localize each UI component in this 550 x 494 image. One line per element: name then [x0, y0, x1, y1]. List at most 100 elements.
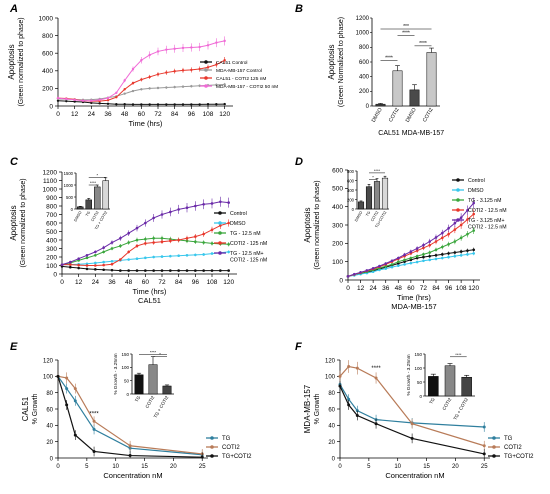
- x-axis-title: Concentration nM: [103, 471, 162, 480]
- data-point: [128, 444, 132, 448]
- data-point: [453, 221, 457, 225]
- chart-panel-d: 0 100 200 300 400 500 600 0 12 24 36 48 60 72 84 96 108 1…: [303, 167, 507, 311]
- y-tick-label: 100: [414, 366, 422, 371]
- data-point: [69, 263, 72, 266]
- data-point: [403, 263, 406, 266]
- data-point: [378, 264, 381, 268]
- data-point: [127, 269, 130, 272]
- data-point: [215, 41, 218, 44]
- data-point: [409, 250, 413, 253]
- y-tick-label: 200: [42, 86, 53, 93]
- x-tick-label: 108: [203, 111, 214, 118]
- x-axis-title: Time (hrs): [129, 119, 163, 128]
- category-label: TG: [428, 397, 436, 405]
- significance-label: *: [372, 175, 374, 180]
- legend-marker: [204, 84, 208, 88]
- data-point: [56, 96, 60, 100]
- y-tick-label: 50: [124, 378, 130, 383]
- data-point: [440, 256, 444, 260]
- data-point: [227, 269, 230, 272]
- y-tick-label: 1200: [43, 169, 58, 176]
- x-tick-label: 0: [346, 285, 350, 292]
- data-point: [56, 374, 60, 378]
- data-point: [185, 269, 189, 272]
- data-point: [148, 53, 151, 57]
- y-tick-label: 900: [46, 195, 57, 202]
- data-point: [374, 376, 378, 380]
- y-axis-title: CAL51: [21, 396, 30, 421]
- data-point: [92, 419, 96, 423]
- y-tick-label: 20: [46, 440, 53, 446]
- data-point: [123, 79, 126, 82]
- data-point: [152, 255, 155, 259]
- data-point: [347, 365, 351, 369]
- data-point: [447, 232, 450, 236]
- data-point: [403, 260, 406, 263]
- data-point: [453, 228, 457, 231]
- x-tick-label: 24: [370, 285, 378, 292]
- data-point: [135, 238, 139, 242]
- x-tick-label: 0: [56, 111, 60, 118]
- y-tick-label: 200: [347, 197, 355, 202]
- data-point: [440, 231, 444, 235]
- data-point: [94, 261, 97, 265]
- bar: [357, 201, 365, 210]
- y-tick-label: 60: [328, 407, 335, 413]
- data-point: [223, 83, 226, 86]
- legend-marker: [492, 454, 496, 458]
- y-tick-label: 0: [50, 456, 54, 462]
- group-label: CAL51: [378, 130, 400, 137]
- data-point: [85, 267, 89, 271]
- legend-label: TG - 3.125 nM+: [468, 218, 504, 224]
- data-point: [409, 261, 413, 265]
- data-point: [181, 85, 185, 88]
- legend-marker: [210, 445, 214, 449]
- x-tick-label: 12: [75, 279, 83, 286]
- data-point: [127, 231, 130, 235]
- y-axis-title: % Growth - 3.25nm: [113, 353, 119, 394]
- data-point: [123, 88, 126, 91]
- x-tick-label: 24: [92, 279, 100, 286]
- y-axis-title: Apoptosis: [303, 207, 312, 242]
- data-point: [409, 258, 413, 262]
- data-point: [190, 46, 193, 49]
- data-point: [202, 269, 205, 272]
- data-point: [227, 242, 230, 246]
- data-point: [415, 256, 419, 260]
- data-point: [110, 262, 114, 266]
- significance-label: ****: [90, 180, 97, 185]
- data-point: [466, 209, 469, 212]
- y-tick-label: 1200: [356, 16, 370, 22]
- legend-marker: [218, 241, 222, 245]
- data-point: [390, 263, 394, 266]
- data-point: [85, 264, 89, 267]
- data-point: [219, 224, 222, 227]
- data-point: [466, 249, 469, 252]
- legend-label: COTI2: [504, 445, 522, 451]
- data-point: [390, 259, 394, 263]
- data-point: [185, 206, 189, 209]
- data-point: [177, 269, 180, 272]
- data-point: [210, 269, 214, 272]
- data-point: [160, 269, 164, 272]
- bar: [461, 376, 472, 397]
- data-point: [90, 101, 93, 105]
- legend-marker: [204, 68, 208, 72]
- data-point: [447, 255, 450, 259]
- legend-marker: [456, 218, 460, 222]
- y-tick-label: 700: [46, 212, 57, 219]
- y-axis-title: Apoptosis: [327, 44, 336, 79]
- y-tick-label: 500: [46, 229, 57, 236]
- legend-label: TG - 12.5 nM: [230, 231, 261, 237]
- data-point: [106, 96, 110, 100]
- y-tick-label: 400: [359, 74, 370, 80]
- significance-label: ****: [419, 41, 427, 47]
- chart-panel-e: 0 20 40 60 80 100 120 0 5 10 15 20 25 Concentration n…: [21, 358, 252, 480]
- data-point: [181, 103, 185, 106]
- data-point: [123, 103, 126, 106]
- data-point: [466, 218, 469, 221]
- data-point: [77, 263, 80, 267]
- data-point: [338, 384, 342, 388]
- category-label: TG: [365, 210, 371, 217]
